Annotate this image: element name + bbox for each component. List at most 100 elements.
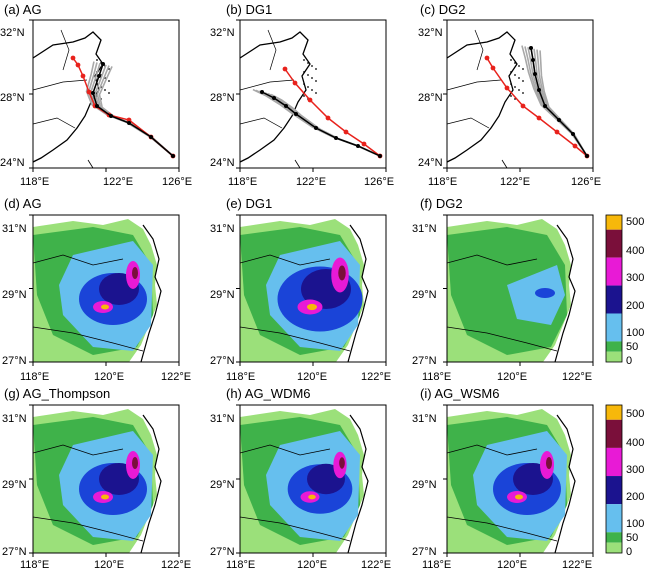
panel-title-c: (c) DG2 [420, 2, 466, 17]
colorbar-swatch [606, 215, 622, 230]
rain-level-max [515, 494, 523, 500]
lat-tick-h-1: 29°N [210, 479, 235, 491]
island-dot [104, 89, 106, 91]
lat-tick-f-2: 27°N [412, 355, 437, 367]
ensemble-mean-track-point [314, 126, 318, 130]
lat-tick-c-1: 28°N [418, 92, 443, 104]
ensemble-mean-track-point [378, 154, 382, 158]
colorbar-swatch [606, 351, 622, 362]
colorbar2-label-100: 100 [626, 518, 645, 530]
sea-area [559, 405, 593, 553]
lon-tick-b-0: 118°E [228, 176, 258, 188]
lon-tick-b-2: 126°E [364, 176, 395, 188]
rain-field [240, 215, 386, 362]
lon-tick-c-1: 122°E [500, 176, 531, 188]
ensemble-mean-track [261, 91, 381, 157]
lon-tick-e-0: 118°E [226, 371, 256, 383]
province-boundary [239, 117, 283, 129]
island-dot [315, 68, 317, 70]
colorbar2-label-50: 50 [626, 532, 639, 544]
province-boundary [32, 79, 88, 91]
rain-level-max [101, 494, 109, 500]
province-boundary [33, 444, 124, 456]
province-boundary [240, 444, 331, 456]
province-boundary [33, 254, 124, 266]
colorbar-swatch [606, 229, 622, 258]
province-boundary [446, 117, 490, 129]
island-dot [315, 80, 317, 82]
sea-area [559, 215, 593, 362]
ensemble-mean-track-point [97, 74, 101, 78]
province-boundary [60, 29, 70, 71]
panel-title-f: (f) DG2 [420, 196, 463, 211]
ensemble-mean-track-point [101, 62, 105, 66]
panel-title-e: (e) DG1 [226, 196, 273, 211]
coastline [140, 414, 162, 553]
lat-tick-f-1: 29°N [412, 289, 437, 301]
track-panel-b [236, 19, 387, 172]
rain-panel-g [29, 404, 180, 557]
rain-panel-i [443, 404, 594, 557]
rain-panel-e [236, 214, 387, 366]
lon-tick-f-2: 122°E [562, 371, 593, 383]
rain-level-500 [338, 265, 346, 281]
lon-tick-b-1: 122°E [296, 176, 327, 188]
coastline [140, 224, 162, 362]
taiwan-coast [294, 159, 301, 169]
observed-track-point [504, 85, 510, 91]
lon-tick-d-1: 120°E [94, 371, 125, 383]
observed-track-point [361, 141, 367, 147]
lat-tick-h-0: 31°N [210, 413, 235, 425]
ensemble-mean-track-point [529, 46, 533, 50]
observed-track-point [70, 55, 76, 61]
ensemble-mean-track-point [109, 114, 113, 118]
taiwan-coast [87, 159, 94, 169]
ensemble-mean-track-point [127, 121, 131, 125]
lat-tick-c-2: 24°N [418, 157, 443, 169]
observed-track-point [292, 80, 298, 86]
colorbar1-label-50: 50 [626, 341, 639, 353]
observed-track-point [490, 65, 496, 71]
island-dot [514, 86, 516, 88]
lon-tick-i-2: 122°E [562, 559, 593, 571]
province-boundary [33, 516, 144, 542]
colorbar2-label-500: 500 [626, 408, 645, 420]
ensemble-mean-track-point [334, 136, 338, 140]
observed-track-point [520, 103, 526, 109]
lat-tick-g-2: 27°N [2, 546, 27, 558]
observed-track-point [86, 89, 92, 95]
lon-tick-a-1: 122°E [103, 176, 134, 188]
ensemble-mean-track-point [543, 104, 547, 108]
rain-level-max [307, 303, 317, 311]
colorbar-swatch [606, 405, 622, 420]
island-dot [510, 71, 512, 73]
province-boundary [240, 516, 351, 542]
observed-track-point [343, 129, 349, 135]
lon-tick-g-2: 122°E [161, 559, 192, 571]
lon-tick-d-2: 122°E [161, 371, 192, 383]
lon-tick-a-2: 126°E [162, 176, 193, 188]
province-boundary [240, 326, 351, 352]
island-dot [96, 59, 98, 61]
island-dot [518, 65, 520, 67]
ensemble-mean-track-point [171, 154, 175, 158]
colorbar2-label-200: 200 [626, 491, 645, 503]
coastline [554, 224, 576, 362]
province-boundary [447, 444, 538, 456]
lon-tick-d-0: 118°E [20, 371, 50, 383]
island-dot [307, 86, 309, 88]
colorbar-swatch [606, 285, 622, 314]
panel-title-i: (i) AG_WSM6 [420, 386, 500, 401]
lon-tick-c-2: 126°E [571, 176, 602, 188]
lat-tick-d-2: 27°N [2, 355, 27, 367]
ensemble-mean-track-point [272, 96, 276, 100]
province-boundary [447, 326, 558, 352]
lat-tick-d-0: 31°N [2, 223, 27, 235]
lon-tick-h-2: 122°E [361, 559, 392, 571]
lon-tick-a-0: 118°E [20, 176, 50, 188]
rain-level-max [308, 494, 316, 500]
ensemble-mean-track-point [284, 104, 288, 108]
colorbar1-label-500: 500 [626, 216, 645, 228]
track-panel-a [29, 19, 180, 172]
